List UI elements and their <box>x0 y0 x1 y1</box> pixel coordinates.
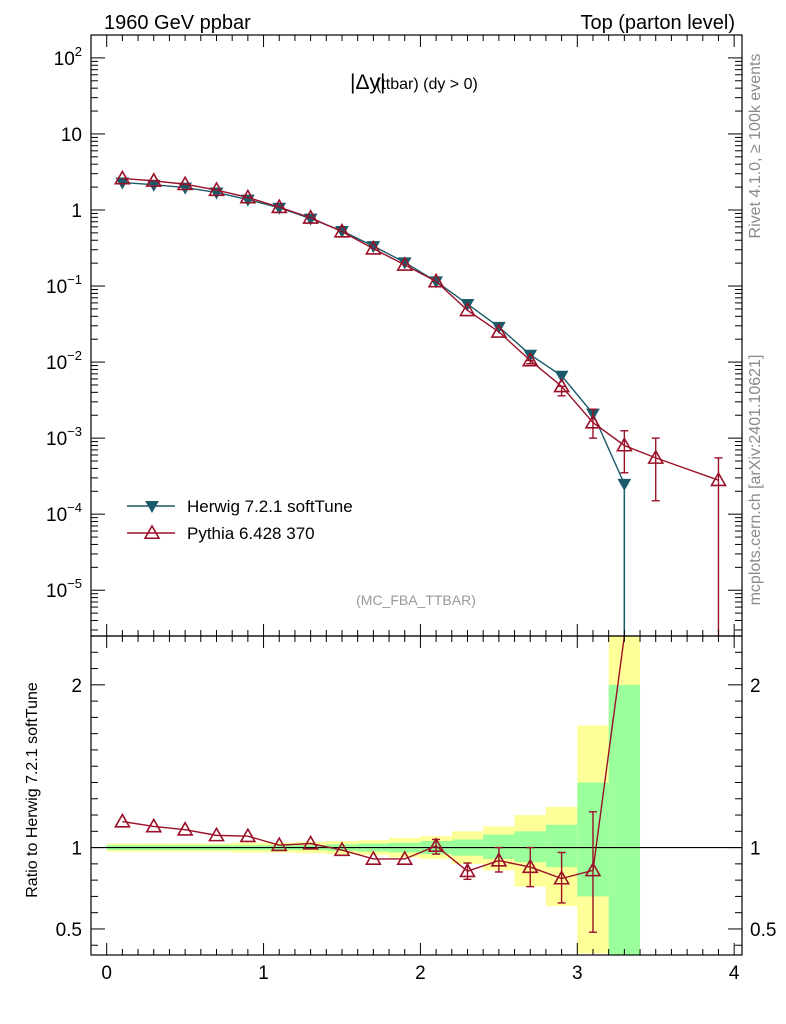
pythia-marker <box>143 524 161 540</box>
y-tick-label: 10−5 <box>46 576 82 602</box>
pythia-marker <box>113 169 131 185</box>
herwig-marker <box>178 182 192 195</box>
pythia-marker <box>521 858 539 874</box>
axes: 0 1 2 3 4 10−5 10−4 10−3 10−2 10−1 1 10 102 0.5 0.5 1 1 2… <box>46 34 776 984</box>
pythia-marker <box>176 175 194 191</box>
pythia-marker <box>584 861 602 877</box>
ratio-y-tick-label-right: 2 <box>750 676 761 697</box>
pythia-marker <box>302 834 319 850</box>
pythia-marker <box>333 222 351 238</box>
herwig-marker <box>145 501 159 514</box>
legend-label: Pythia 6.428 370 <box>187 524 315 543</box>
rivet-label: Rivet 4.1.0, ≥ 100k events <box>747 54 764 239</box>
legend-label: Herwig 7.2.1 softTune <box>187 497 353 516</box>
ratio-y-tick-label: 2 <box>71 676 82 697</box>
y-tick-label: 10−1 <box>46 272 82 298</box>
main-frame <box>90 34 743 637</box>
x-tick-label: 4 <box>729 963 740 984</box>
pythia-marker <box>521 351 539 367</box>
legend: Herwig 7.2.1 softTune Pythia 6.428 370 <box>127 497 353 543</box>
ratio-line <box>122 635 626 880</box>
main-plot-title: |Δy| (ttbar) (dy > 0) <box>350 71 478 94</box>
herwig-marker <box>523 349 538 362</box>
pythia-marker <box>647 449 665 464</box>
pythia-marker <box>333 841 351 857</box>
pythia-marker <box>396 850 414 866</box>
pythia-marker <box>113 812 131 828</box>
pythia-marker <box>270 198 288 214</box>
pythia-marker <box>427 272 445 288</box>
x-tick-label: 2 <box>415 963 426 984</box>
analysis-tag: (MC_FBA_TTBAR) <box>356 592 476 608</box>
pythia-marker <box>145 172 163 187</box>
ratio-y-tick-label: 0.5 <box>56 920 82 941</box>
x-tick-label: 3 <box>572 963 583 984</box>
x-tick-label: 0 <box>101 963 112 984</box>
pythia-marker <box>553 377 570 393</box>
y-tick-label: 10−3 <box>46 424 82 450</box>
header-left: 1960 GeV ppbar <box>104 12 251 34</box>
pythia-line <box>122 177 719 481</box>
ratio-y-tick-label-right: 0.5 <box>750 920 776 941</box>
pythia-marker <box>176 821 194 836</box>
pythia-marker <box>239 188 257 204</box>
ratio-uncertainty-bands <box>106 636 641 955</box>
pythia-marker <box>710 471 727 487</box>
y-tick-label: 10−2 <box>46 348 82 374</box>
x-tick-label: 1 <box>258 963 269 984</box>
y-tick-label: 10 <box>61 125 82 146</box>
pythia-marker <box>364 850 382 866</box>
y-tick-label: 1 <box>71 201 82 222</box>
ratio-series <box>91 635 742 933</box>
pythia-marker <box>270 836 288 852</box>
header-right: Top (parton level) <box>580 12 735 34</box>
pythia-marker <box>145 817 163 833</box>
pythia-marker <box>553 869 570 885</box>
ratio-frame <box>90 635 743 956</box>
pythia-marker <box>459 862 476 878</box>
pythia-marker <box>239 827 257 843</box>
herwig-marker <box>491 321 506 334</box>
pythia-marker <box>364 240 382 255</box>
band-inner <box>608 684 641 955</box>
pythia-marker <box>490 323 508 338</box>
herwig-marker <box>617 478 632 491</box>
pythia-marker <box>490 851 508 867</box>
mcplots-label: mcplots.cern.ch [arXiv:2401.10621] <box>747 355 764 606</box>
ratio-y-tick-label: 1 <box>71 839 82 860</box>
y-tick-label: 102 <box>54 44 82 70</box>
pythia-marker <box>459 301 476 317</box>
herwig-marker <box>554 370 569 383</box>
main-title-sub: (ttbar) (dy > 0) <box>376 76 478 93</box>
pythia-marker <box>302 209 319 224</box>
pythia-marker <box>584 413 602 429</box>
main-series <box>113 169 727 636</box>
pythia-marker <box>427 837 445 853</box>
pythia-marker <box>396 256 414 271</box>
main-title: |Δy| <box>350 71 385 94</box>
ratio-y-tick-label-right: 1 <box>750 839 761 860</box>
y-tick-label: 10−4 <box>46 500 82 526</box>
pythia-marker <box>208 181 225 197</box>
pythia-marker <box>208 826 225 842</box>
ratio-y-axis-label: Ratio to Herwig 7.2.1 softTune <box>24 682 41 898</box>
pythia-marker <box>615 436 633 452</box>
